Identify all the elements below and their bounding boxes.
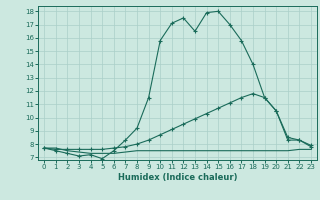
X-axis label: Humidex (Indice chaleur): Humidex (Indice chaleur) bbox=[118, 173, 237, 182]
